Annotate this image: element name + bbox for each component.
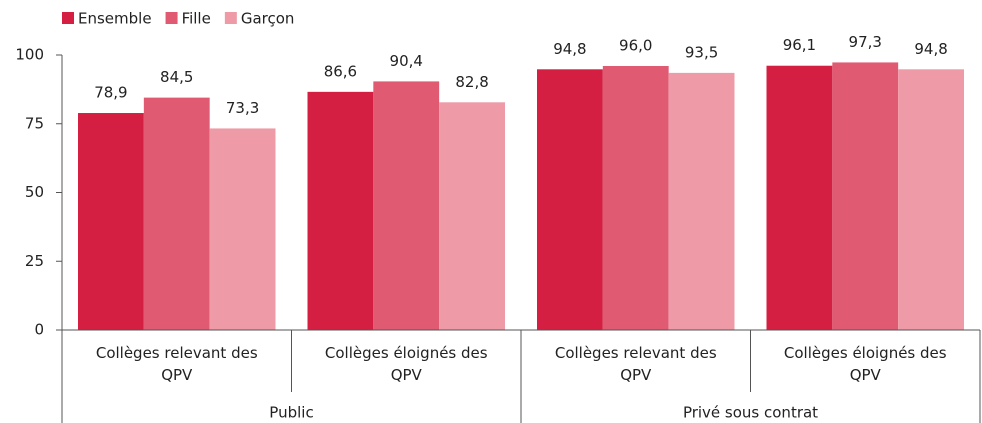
x-tick-label: Collèges relevant des QPV bbox=[554, 344, 717, 384]
bar bbox=[373, 81, 440, 331]
y-tick-label: 50 bbox=[25, 183, 44, 201]
legend-swatch bbox=[224, 12, 237, 24]
y-tick-label: 25 bbox=[25, 252, 44, 270]
value-label: 86,6 bbox=[324, 62, 357, 80]
x-tick-label: Collèges éloignés des QPV bbox=[783, 344, 947, 384]
bar bbox=[209, 128, 276, 330]
value-label: 96,1 bbox=[783, 36, 816, 54]
y-tick-label: 100 bbox=[15, 46, 44, 64]
legend-label: Ensemble bbox=[78, 10, 152, 28]
value-label: 96,0 bbox=[619, 37, 652, 55]
y-tick-label: 75 bbox=[25, 114, 44, 132]
legend-swatch bbox=[62, 12, 74, 24]
value-label: 90,4 bbox=[390, 52, 423, 70]
group-label: Privé sous contrat bbox=[683, 404, 818, 422]
x-tick-label: Collèges éloignés des QPV bbox=[324, 344, 488, 384]
group-label: Public bbox=[269, 404, 313, 422]
bar bbox=[439, 102, 505, 330]
value-label: 84,5 bbox=[160, 68, 193, 86]
value-label: 97,3 bbox=[849, 33, 882, 51]
bar bbox=[832, 62, 899, 331]
bar bbox=[78, 113, 144, 331]
legend-label: Garçon bbox=[241, 10, 295, 28]
bar bbox=[668, 72, 735, 330]
bar bbox=[602, 66, 669, 330]
x-tick-label: Collèges relevant des QPV bbox=[95, 344, 258, 384]
bar bbox=[537, 69, 603, 331]
legend-swatch bbox=[165, 12, 178, 24]
value-label: 82,8 bbox=[455, 73, 488, 91]
bar bbox=[143, 97, 210, 330]
value-label: 78,9 bbox=[94, 84, 127, 102]
value-label: 73,3 bbox=[226, 99, 259, 117]
bar bbox=[307, 91, 374, 330]
value-label: 93,5 bbox=[685, 43, 718, 61]
bar bbox=[766, 65, 833, 330]
bar bbox=[898, 69, 964, 331]
legend-label: Fille bbox=[182, 10, 211, 28]
value-label: 94,8 bbox=[914, 40, 947, 58]
y-tick-label: 0 bbox=[34, 321, 44, 339]
value-label: 94,8 bbox=[553, 40, 586, 58]
